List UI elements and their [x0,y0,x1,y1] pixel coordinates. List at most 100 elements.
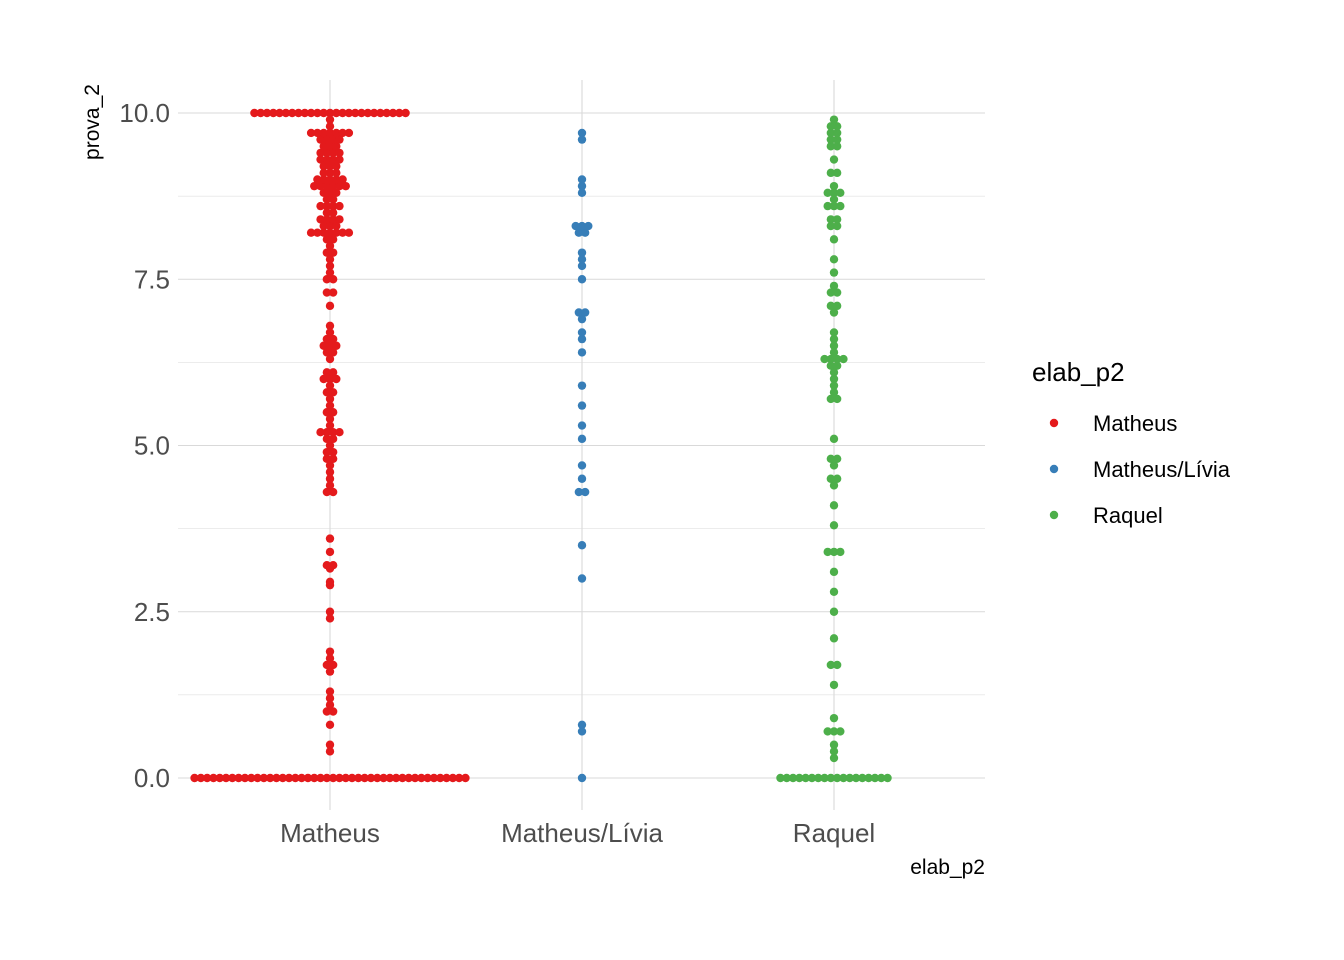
legend-key [1049,510,1059,520]
data-points [190,108,892,783]
data-point [776,773,785,783]
data-point [322,208,332,217]
data-point [325,241,335,251]
data-point [826,454,836,463]
data-point [829,195,839,204]
data-point [325,747,335,756]
data-point [801,773,810,783]
x-tick-label: Matheus [280,818,380,848]
data-point [577,314,587,324]
data-point [829,368,839,377]
data-point [322,215,332,224]
data-point [325,547,335,557]
data-point [328,275,338,284]
legend-label: Matheus [1093,411,1177,436]
data-point [322,248,332,257]
data-point [829,381,839,390]
data-point [577,255,587,264]
data-point [328,288,338,297]
data-point [328,155,338,164]
legend-key [1049,418,1059,428]
data-point [325,614,335,623]
data-point [826,221,836,231]
data-point [832,354,842,364]
data-point [401,108,410,118]
data-point [870,773,880,783]
data-point [363,108,372,118]
data-point [328,660,338,670]
data-point [877,773,886,783]
data-point [404,773,413,783]
data-point [829,115,839,124]
data-point [832,361,842,370]
data-point [577,248,587,257]
data-point [325,667,335,676]
data-point [332,162,341,171]
data-point [310,181,319,191]
data-point [366,773,376,783]
data-point [316,201,325,211]
data-point [316,181,325,191]
data-point [253,773,262,783]
data-point [829,188,839,197]
data-point [344,228,354,237]
data-point [300,108,309,118]
data-point [580,228,590,237]
data-point [832,660,842,670]
data-point [306,108,316,118]
data-point [325,401,335,410]
data-point [832,454,842,463]
data-point [322,275,332,284]
y-tick-label: 10.0 [119,98,170,128]
data-point [325,188,335,197]
data-point [278,773,287,783]
data-point [319,168,328,178]
data-point [319,341,328,350]
data-point [829,461,839,470]
data-point [832,773,842,783]
data-point [883,773,892,783]
data-point [417,773,426,783]
data-point [832,135,842,144]
data-point [332,142,341,151]
data-point [275,108,284,118]
data-point [215,773,224,783]
data-point [316,148,325,158]
data-point [829,740,839,749]
data-point [829,155,839,164]
data-point [369,108,379,118]
data-point [580,308,590,317]
data-point [325,481,335,490]
data-point [325,301,335,311]
y-tick-label: 0.0 [134,763,170,793]
data-point [303,773,313,783]
data-point [322,447,332,457]
data-point [454,773,464,783]
data-point [347,773,357,783]
data-point [291,773,300,783]
data-point [851,773,861,783]
data-point [294,108,303,118]
data-point [823,727,832,736]
data-point [580,487,590,497]
data-point [577,574,587,583]
data-point [376,108,385,118]
data-point [829,434,839,444]
data-point [338,228,347,237]
data-point [829,727,839,736]
data-point [357,108,366,118]
data-point [325,694,335,703]
data-point [325,255,335,264]
data-point [335,155,344,164]
data-point [373,773,382,783]
data-point [832,301,842,311]
data-point [832,394,842,404]
data-point [322,434,332,444]
data-point [328,135,338,144]
data-point [322,181,332,191]
data-point [325,474,335,483]
data-point [325,461,335,470]
data-point [322,487,332,497]
